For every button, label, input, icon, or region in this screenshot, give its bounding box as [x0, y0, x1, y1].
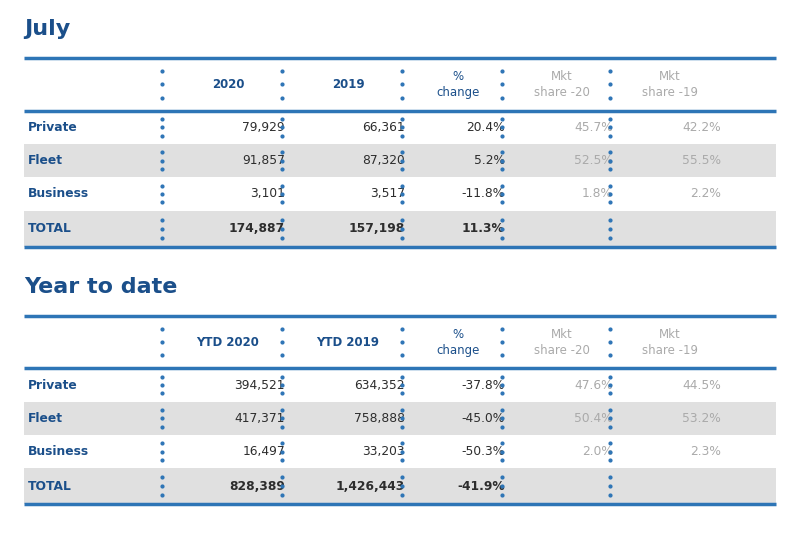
Text: 1,426,443: 1,426,443 — [335, 480, 405, 493]
Text: Business: Business — [28, 187, 89, 201]
Text: 55.5%: 55.5% — [682, 154, 721, 167]
Text: Private: Private — [28, 121, 78, 134]
Text: 3,101: 3,101 — [250, 187, 285, 201]
Text: 5.2%: 5.2% — [474, 154, 505, 167]
Text: YTD 2020: YTD 2020 — [197, 336, 259, 348]
Text: Private: Private — [28, 378, 78, 392]
Text: -50.3%: -50.3% — [462, 445, 505, 458]
Text: Mkt
share -19: Mkt share -19 — [642, 70, 698, 99]
Text: 758,888: 758,888 — [354, 412, 405, 425]
Text: 44.5%: 44.5% — [682, 378, 721, 392]
Text: Mkt
share -20: Mkt share -20 — [534, 327, 590, 357]
Text: 42.2%: 42.2% — [682, 121, 721, 134]
Bar — [24, 177, 776, 211]
Text: 634,352: 634,352 — [354, 378, 405, 392]
Text: YTD 2019: YTD 2019 — [317, 336, 379, 348]
Text: 47.6%: 47.6% — [574, 378, 613, 392]
Text: 87,320: 87,320 — [362, 154, 405, 167]
Bar — [24, 368, 776, 402]
Text: 174,887: 174,887 — [229, 222, 285, 235]
Text: -37.8%: -37.8% — [462, 378, 505, 392]
Text: -11.8%: -11.8% — [462, 187, 505, 201]
Text: 53.2%: 53.2% — [682, 412, 721, 425]
Text: 11.3%: 11.3% — [462, 222, 505, 235]
Bar — [24, 402, 776, 435]
Text: 79,929: 79,929 — [242, 121, 285, 134]
Bar — [24, 468, 776, 504]
Text: Business: Business — [28, 445, 89, 458]
Text: -41.9%: -41.9% — [457, 480, 505, 493]
Text: 33,203: 33,203 — [362, 445, 405, 458]
Text: 52.5%: 52.5% — [574, 154, 613, 167]
Text: 394,521: 394,521 — [234, 378, 285, 392]
Bar — [24, 144, 776, 177]
Text: %
change: % change — [436, 70, 480, 99]
Text: 2.0%: 2.0% — [582, 445, 613, 458]
Text: 66,361: 66,361 — [362, 121, 405, 134]
Text: Fleet: Fleet — [28, 412, 63, 425]
Text: July: July — [24, 19, 70, 39]
Text: 3,517: 3,517 — [370, 187, 405, 201]
Text: Mkt
share -20: Mkt share -20 — [534, 70, 590, 99]
Text: 2.2%: 2.2% — [690, 187, 721, 201]
Text: 20.4%: 20.4% — [466, 121, 505, 134]
Text: 45.7%: 45.7% — [574, 121, 613, 134]
Text: 2.3%: 2.3% — [690, 445, 721, 458]
Text: 828,389: 828,389 — [229, 480, 285, 493]
Text: 2020: 2020 — [212, 78, 244, 91]
Bar — [24, 111, 776, 144]
Text: Fleet: Fleet — [28, 154, 63, 167]
Text: %
change: % change — [436, 327, 480, 357]
Text: Mkt
share -19: Mkt share -19 — [642, 327, 698, 357]
Text: 16,497: 16,497 — [242, 445, 285, 458]
Text: 417,371: 417,371 — [234, 412, 285, 425]
Text: 1.8%: 1.8% — [582, 187, 613, 201]
Text: 157,198: 157,198 — [349, 222, 405, 235]
Bar — [24, 435, 776, 468]
Text: TOTAL: TOTAL — [28, 480, 72, 493]
Text: 2019: 2019 — [332, 78, 364, 91]
Text: 91,857: 91,857 — [242, 154, 285, 167]
Bar — [24, 211, 776, 247]
Text: Year to date: Year to date — [24, 277, 178, 297]
Text: TOTAL: TOTAL — [28, 222, 72, 235]
Text: -45.0%: -45.0% — [462, 412, 505, 425]
Text: 50.4%: 50.4% — [574, 412, 613, 425]
